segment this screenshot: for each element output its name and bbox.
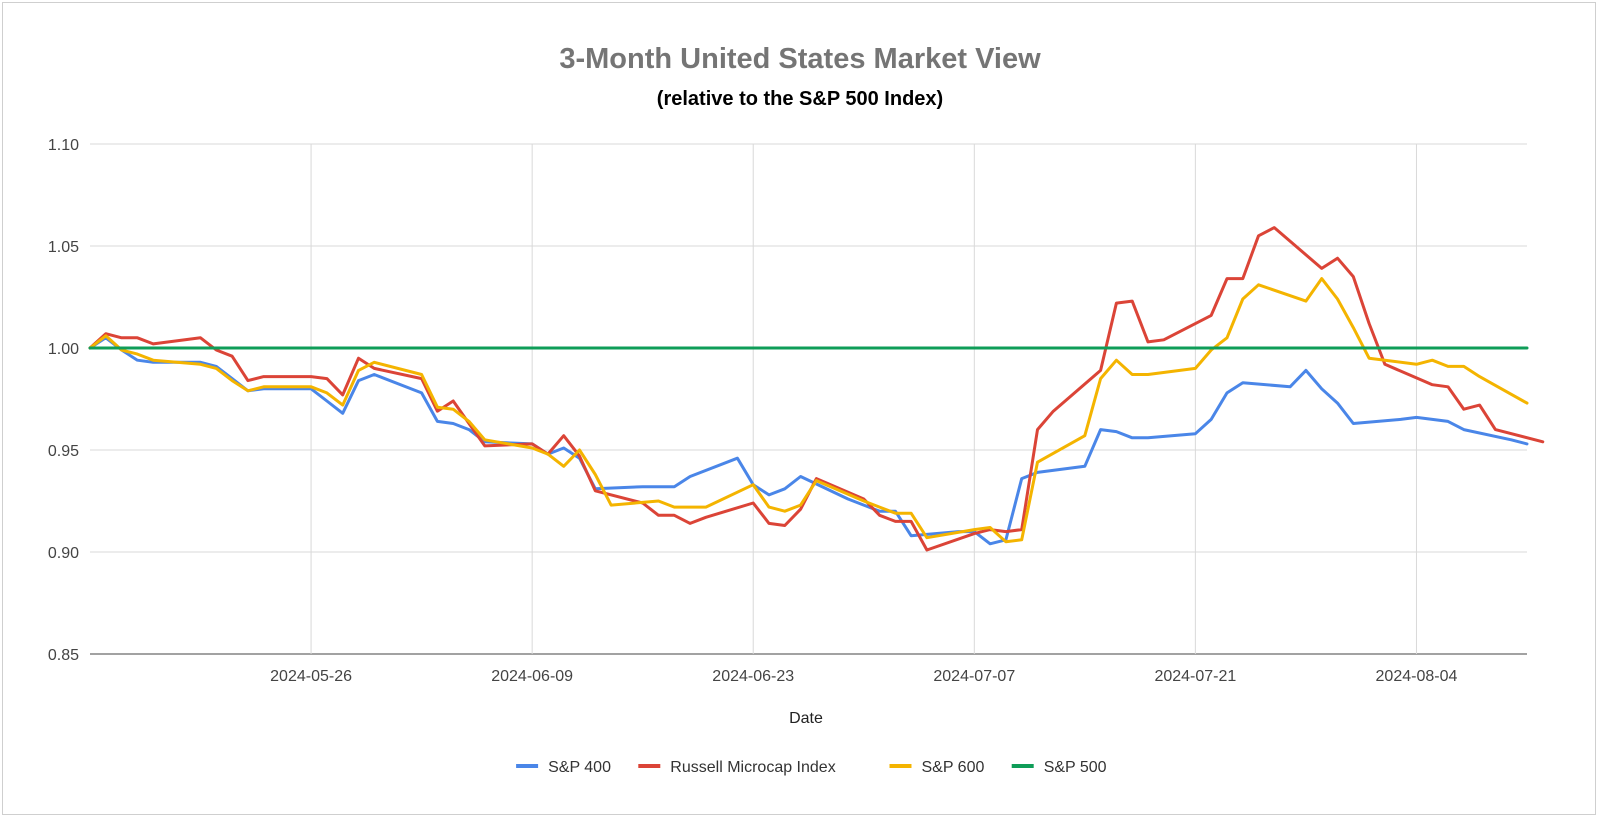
legend-item-russell-microcap-index[interactable]: Russell Microcap Index <box>638 759 836 776</box>
y-tick-label: 0.95 <box>48 443 79 460</box>
y-axis-ticks: 0.85 0.90 0.95 1.00 1.05 1.10 <box>48 137 79 664</box>
y-tick-label: 0.90 <box>48 545 79 562</box>
series-line-s-p-400 <box>88 336 1529 546</box>
x-tick-label: 2024-06-09 <box>491 668 573 685</box>
gridlines <box>90 143 1527 655</box>
y-tick-label: 1.10 <box>48 137 79 154</box>
series-line-s-p-600 <box>88 277 1529 544</box>
y-tick-label: 1.00 <box>48 341 79 358</box>
x-axis-ticks: 2024-05-26 2024-06-09 2024-06-23 2024-07-07… <box>270 668 1457 685</box>
y-tick-label: 0.85 <box>48 647 79 664</box>
x-axis-label: Date <box>789 710 823 727</box>
y-tick-label: 1.05 <box>48 239 79 256</box>
chart-subtitle: (relative to the S&P 500 Index) <box>657 88 943 110</box>
x-tick-label: 2024-08-04 <box>1376 668 1458 685</box>
x-tick-label: 2024-05-26 <box>270 668 352 685</box>
x-tick-label: 2024-06-23 <box>712 668 794 685</box>
legend-item-s-p-600[interactable]: S&P 600 <box>889 759 985 776</box>
legend-label: S&P 400 <box>548 759 611 776</box>
x-tick-label: 2024-07-21 <box>1154 668 1236 685</box>
legend-label: S&P 500 <box>1044 759 1107 776</box>
series-lines <box>88 226 1545 552</box>
x-tick-label: 2024-07-07 <box>933 668 1015 685</box>
legend-item-s-p-400[interactable]: S&P 400 <box>516 759 611 776</box>
legend: S&P 400 Russell Microcap Index S&P 600 S&P … <box>516 759 1107 776</box>
chart-title: 3-Month United States Market View <box>559 43 1041 75</box>
legend-label: S&P 600 <box>922 759 985 776</box>
series-line-russell-microcap-index <box>88 226 1545 552</box>
legend-label: Russell Microcap Index <box>670 759 835 776</box>
legend-item-s-p-500[interactable]: S&P 500 <box>1011 759 1107 776</box>
